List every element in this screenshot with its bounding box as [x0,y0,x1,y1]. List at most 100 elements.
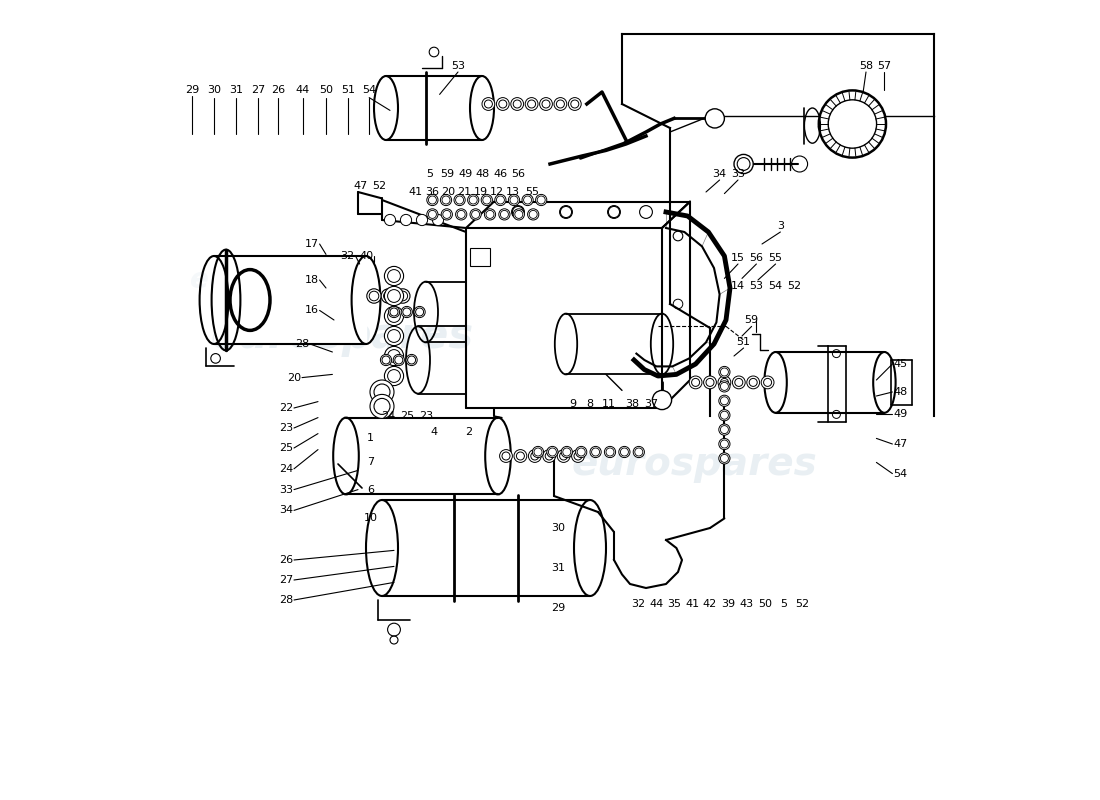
Text: 27: 27 [279,575,293,585]
Circle shape [406,354,417,366]
Circle shape [718,424,730,435]
Text: 31: 31 [551,563,565,573]
Circle shape [560,206,572,218]
Circle shape [734,154,754,174]
Text: 34: 34 [713,170,727,179]
Text: 34: 34 [279,506,293,515]
Text: 16: 16 [305,306,319,315]
Circle shape [393,354,405,366]
Circle shape [522,194,534,206]
Text: 2: 2 [465,427,472,437]
Circle shape [554,98,566,110]
Circle shape [495,194,506,206]
Text: 53: 53 [451,61,465,70]
Text: 48: 48 [893,387,907,397]
Text: 32: 32 [631,599,645,609]
Circle shape [572,450,584,462]
Text: 32: 32 [341,251,354,261]
Text: 40: 40 [359,251,373,261]
Text: 38: 38 [625,399,639,409]
Circle shape [384,366,404,386]
Text: 59: 59 [440,170,454,179]
Circle shape [498,209,510,220]
Text: 1: 1 [367,434,374,443]
Text: 55: 55 [769,253,782,262]
Circle shape [542,450,556,462]
Circle shape [427,209,438,220]
Circle shape [634,446,645,458]
Text: 24: 24 [279,464,293,474]
Text: 44: 44 [649,599,663,609]
Circle shape [484,209,496,220]
Text: 33: 33 [279,485,293,494]
Circle shape [590,446,602,458]
Text: 19: 19 [473,187,487,197]
Text: 56: 56 [512,170,525,179]
Text: 47: 47 [353,181,367,190]
Text: 47: 47 [893,439,907,449]
Text: 20: 20 [287,373,301,382]
Circle shape [604,446,616,458]
Text: 50: 50 [758,599,772,609]
Circle shape [440,194,452,206]
Circle shape [547,446,558,458]
Circle shape [381,354,392,366]
Circle shape [607,206,620,218]
Text: 20: 20 [441,187,455,197]
Text: 49: 49 [458,170,472,179]
Text: 13: 13 [505,187,519,197]
Text: eurospares: eurospares [210,315,474,357]
Text: 22: 22 [279,403,293,413]
Circle shape [558,450,570,462]
Circle shape [761,376,774,389]
Text: 41: 41 [408,187,422,197]
Text: 14: 14 [730,282,745,291]
Circle shape [718,381,730,392]
Circle shape [396,289,410,303]
Text: 59: 59 [745,315,759,325]
Text: 11: 11 [602,399,616,409]
Circle shape [639,206,652,218]
Text: 48: 48 [475,170,490,179]
Text: 6: 6 [367,485,374,494]
Text: 54: 54 [362,85,376,94]
Circle shape [370,394,394,418]
Circle shape [718,395,730,406]
Text: 10: 10 [364,514,377,523]
Text: eurospares: eurospares [571,445,817,483]
Text: 36: 36 [426,187,439,197]
Text: 28: 28 [279,595,293,605]
Text: 25: 25 [400,411,415,421]
Circle shape [384,326,404,346]
Circle shape [432,214,443,226]
Polygon shape [214,256,366,344]
Text: 42: 42 [703,599,717,609]
Circle shape [468,194,478,206]
Circle shape [366,289,382,303]
Circle shape [454,194,465,206]
Text: 28: 28 [295,339,309,349]
Text: 51: 51 [341,85,355,94]
Text: eurospares: eurospares [190,266,365,294]
Circle shape [525,98,538,110]
Circle shape [690,376,702,389]
Circle shape [561,446,572,458]
Text: 5: 5 [780,599,788,609]
Circle shape [528,209,539,220]
Circle shape [704,376,716,389]
Circle shape [427,194,438,206]
Circle shape [417,214,428,226]
Text: 41: 41 [685,599,700,609]
Text: 50: 50 [319,85,333,94]
Text: 30: 30 [207,85,221,94]
Text: 21: 21 [458,187,472,197]
Text: 46: 46 [493,170,507,179]
Circle shape [384,346,404,366]
Circle shape [540,98,552,110]
Circle shape [705,109,725,128]
Text: 23: 23 [279,423,293,433]
Circle shape [499,450,513,462]
Text: 7: 7 [367,458,374,467]
Text: 53: 53 [749,282,763,291]
Text: 57: 57 [878,61,891,70]
